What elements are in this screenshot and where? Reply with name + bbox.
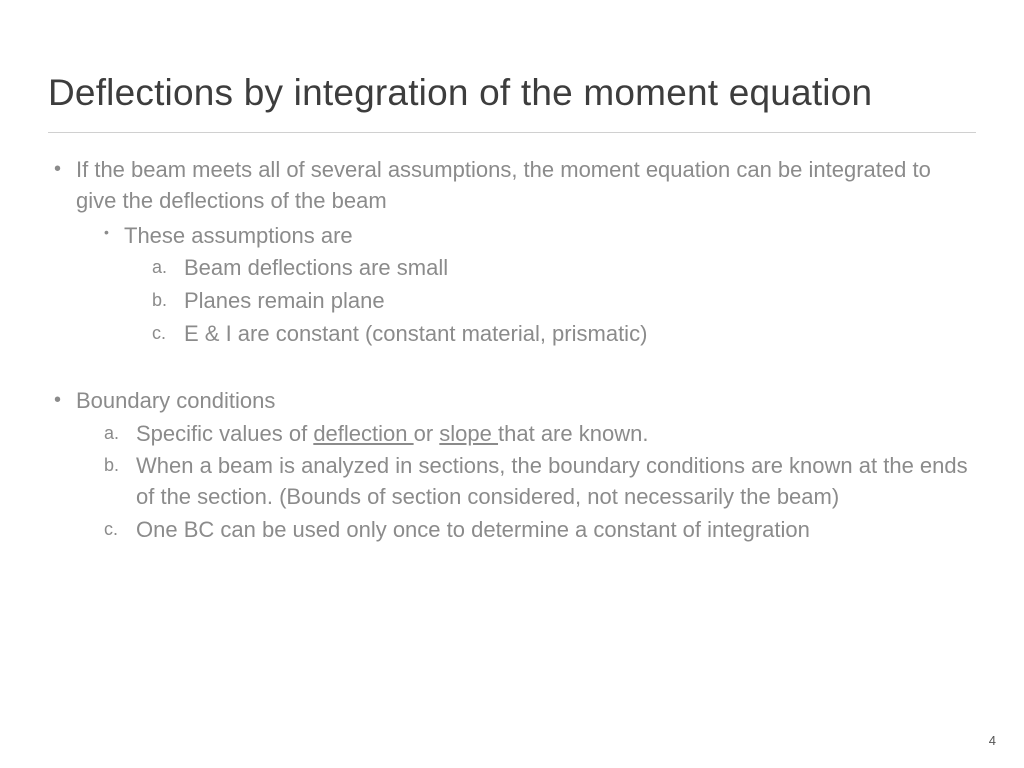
- boundary-a-post: that are known.: [498, 421, 648, 446]
- slide: Deflections by integration of the moment…: [0, 0, 1024, 768]
- assumptions-label-text: These assumptions are: [124, 223, 353, 248]
- bullet-assumptions: If the beam meets all of several assumpt…: [48, 155, 976, 350]
- bullet-assumptions-text: If the beam meets all of several assumpt…: [76, 157, 931, 213]
- boundary-items: Specific values of deflection or slope t…: [76, 419, 976, 546]
- outer-list: If the beam meets all of several assumpt…: [48, 155, 976, 546]
- assumptions-sublist: These assumptions are Beam deflections a…: [76, 221, 976, 350]
- boundary-c: One BC can be used only once to determin…: [100, 515, 976, 546]
- slide-title: Deflections by integration of the moment…: [48, 72, 976, 132]
- bullet-boundary: Boundary conditions Specific values of d…: [48, 386, 976, 546]
- title-divider: [48, 132, 976, 133]
- assumption-b: Planes remain plane: [148, 286, 976, 317]
- boundary-b: When a beam is analyzed in sections, the…: [100, 451, 976, 513]
- boundary-a-underline-slope: slope: [439, 421, 498, 446]
- boundary-a-mid: or: [414, 421, 440, 446]
- boundary-a-underline-deflection: deflection: [313, 421, 413, 446]
- boundary-a: Specific values of deflection or slope t…: [100, 419, 976, 450]
- page-number: 4: [989, 733, 996, 748]
- spacer: [48, 360, 976, 386]
- bullet-boundary-text: Boundary conditions: [76, 388, 275, 413]
- assumptions-items: Beam deflections are small Planes remain…: [124, 253, 976, 349]
- assumptions-label: These assumptions are Beam deflections a…: [100, 221, 976, 350]
- boundary-a-pre: Specific values of: [136, 421, 313, 446]
- assumption-a: Beam deflections are small: [148, 253, 976, 284]
- assumption-c: E & I are constant (constant material, p…: [148, 319, 976, 350]
- slide-content: If the beam meets all of several assumpt…: [48, 155, 976, 546]
